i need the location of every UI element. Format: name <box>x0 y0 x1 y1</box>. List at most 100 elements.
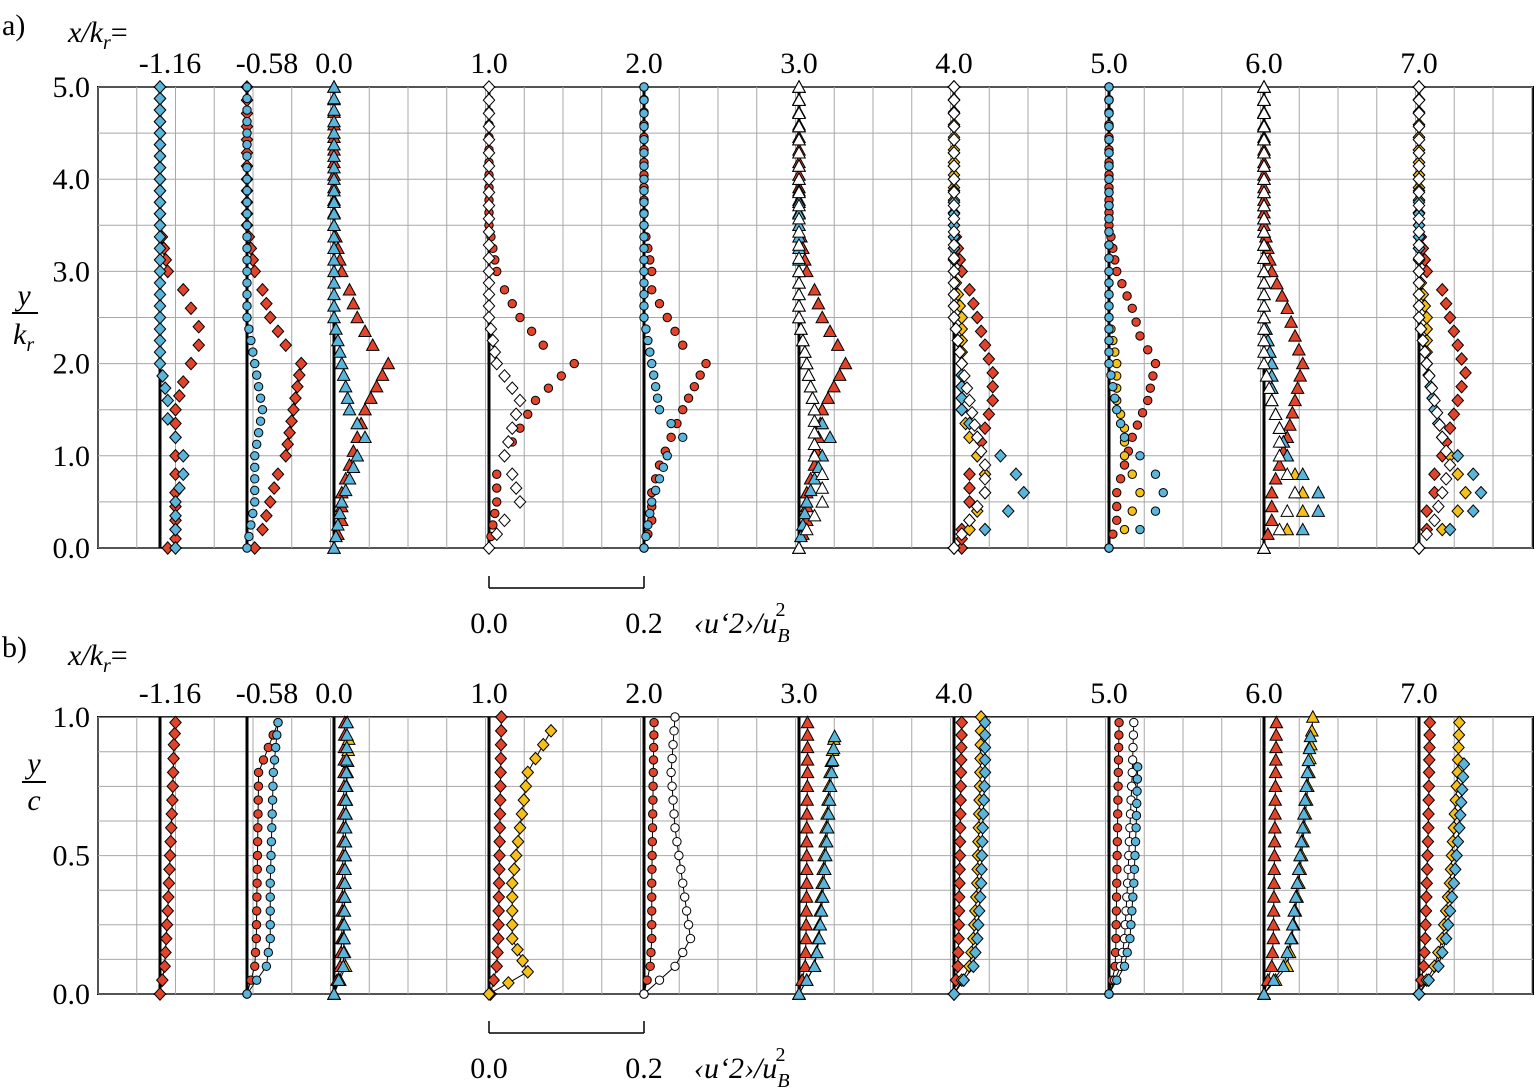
data-point-circle <box>244 531 254 542</box>
station-label: 0.0 <box>315 677 353 710</box>
data-point-diamond <box>176 467 190 482</box>
data-point-diamond <box>963 282 976 297</box>
data-point-triangle <box>1256 132 1272 146</box>
data-point-diamond <box>279 448 293 463</box>
data-point-triangle <box>326 275 342 289</box>
data-point-triangle <box>799 494 814 508</box>
data-point-triangle <box>807 508 822 522</box>
data-point-triangle <box>791 171 807 185</box>
data-point-circle <box>647 266 657 277</box>
data-point-diamond <box>1412 185 1426 200</box>
data-point-circle <box>666 418 676 429</box>
data-point-diamond <box>1412 264 1426 279</box>
data-point-triangle <box>793 321 808 335</box>
data-point-diamond <box>978 522 992 537</box>
data-point-diamond <box>259 296 273 311</box>
data-point-circle <box>1112 501 1122 512</box>
data-point-diamond <box>153 126 167 141</box>
data-point-triangle <box>357 430 373 444</box>
data-point-circle <box>1131 810 1142 821</box>
data-point-diamond <box>516 953 529 968</box>
data-point-triangle <box>1280 945 1295 959</box>
data-point-circle <box>1112 405 1122 415</box>
data-point-triangle <box>1302 741 1317 755</box>
data-point-circle <box>667 781 677 791</box>
data-point-diamond <box>484 322 498 336</box>
data-point-circle <box>250 947 261 958</box>
data-point-triangle <box>337 917 352 931</box>
data-point-circle <box>650 485 661 496</box>
data-point-diamond <box>974 324 988 339</box>
data-point-circle <box>1104 289 1114 300</box>
data-point-diamond <box>977 793 991 808</box>
data-point-diamond <box>1455 352 1469 366</box>
y-tick-label: 1.0 <box>53 440 91 473</box>
data-point-circle <box>246 335 256 346</box>
data-point-circle <box>648 755 659 765</box>
data-point-triangle <box>799 820 814 834</box>
data-point-circle <box>1113 795 1123 805</box>
data-point-diamond <box>169 402 182 417</box>
data-point-circle <box>1128 742 1138 753</box>
data-point-diamond <box>947 275 961 290</box>
data-point-circle <box>639 108 649 119</box>
data-point-diamond <box>1447 876 1461 891</box>
data-point-diamond <box>487 973 501 988</box>
data-point-triangle <box>339 752 354 766</box>
data-point-circle <box>1113 781 1123 791</box>
data-point-circle <box>652 393 663 403</box>
data-point-circle <box>265 892 275 902</box>
data-point-triangle <box>1256 92 1272 106</box>
data-point-circle <box>639 232 649 242</box>
data-point-circle <box>266 836 277 847</box>
data-point-circle <box>1104 187 1114 198</box>
data-point-diamond <box>955 715 969 730</box>
data-point-triangle <box>1264 959 1279 972</box>
data-point-triangle <box>799 806 814 820</box>
data-point-circle <box>648 795 658 805</box>
data-point-circle <box>242 278 252 288</box>
data-point-diamond <box>1418 345 1432 360</box>
data-point-circle <box>647 836 658 847</box>
data-point-diamond <box>509 481 523 496</box>
data-point-diamond <box>482 275 496 290</box>
data-point-circle <box>1131 823 1141 833</box>
data-point-circle <box>250 497 260 507</box>
data-point-diamond <box>166 793 179 808</box>
data-point-circle <box>273 717 283 728</box>
data-point-triangle <box>1256 986 1272 1000</box>
data-point-circle <box>251 920 262 930</box>
data-point-triangle <box>791 145 807 159</box>
data-point-circle <box>538 340 548 350</box>
data-point-triangle <box>798 959 813 972</box>
data-point-circle <box>1158 487 1168 498</box>
data-point-diamond <box>1417 959 1431 974</box>
data-point-diamond <box>153 149 167 164</box>
data-point-circle <box>1119 451 1130 461</box>
data-point-diamond <box>954 793 967 808</box>
data-point-diamond <box>176 282 190 297</box>
data-point-circle <box>253 795 263 805</box>
data-point-diamond <box>163 862 176 877</box>
data-point-triangle <box>1282 417 1297 431</box>
data-point-circle <box>1119 524 1130 535</box>
data-point-diamond <box>492 903 506 918</box>
y-tick-label: 3.0 <box>53 255 91 288</box>
data-point-diamond <box>153 241 167 256</box>
data-point-diamond <box>947 145 961 160</box>
data-point-triangle <box>340 715 355 729</box>
data-point-triangle <box>1256 310 1272 324</box>
data-point-triangle <box>326 171 342 185</box>
data-point-triangle <box>1300 765 1315 779</box>
data-point-diamond <box>505 467 519 482</box>
data-point-triangle <box>1256 275 1272 289</box>
data-point-circle <box>1135 451 1145 461</box>
data-point-diamond <box>153 195 167 210</box>
data-point-triangle <box>1275 288 1290 302</box>
data-point-circle <box>678 432 688 443</box>
data-point-circle <box>647 823 658 833</box>
data-point-circle <box>250 462 260 473</box>
data-point-diamond <box>1439 931 1453 946</box>
data-point-triangle <box>1268 407 1283 421</box>
data-point-diamond <box>968 945 982 960</box>
